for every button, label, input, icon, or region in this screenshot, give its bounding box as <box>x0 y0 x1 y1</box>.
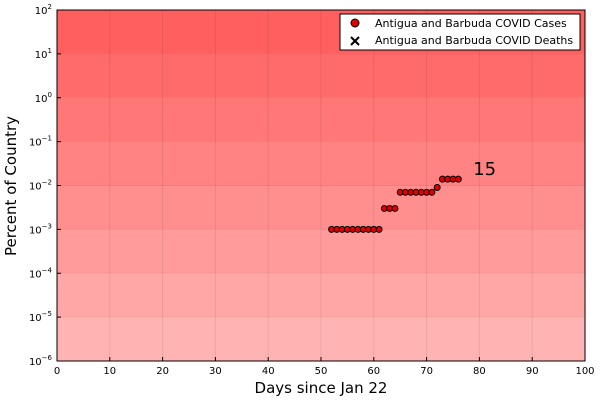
y-tick-label: 101 <box>35 47 52 61</box>
background-band <box>57 97 585 142</box>
legend-cases-marker <box>350 18 360 28</box>
legend-deaths-marker <box>350 36 360 46</box>
annotations: 15 <box>473 159 496 180</box>
background-band <box>57 185 585 230</box>
x-tick-label: 10 <box>103 366 116 377</box>
legend-cases-label: Antigua and Barbuda COVID Cases <box>375 17 567 30</box>
y-tick-label: 100 <box>35 91 52 105</box>
x-tick-label: 60 <box>367 366 380 377</box>
x-tick-label: 30 <box>209 366 222 377</box>
y-tick-label: 10−3 <box>29 222 52 236</box>
y-tick-label: 10−4 <box>29 266 53 280</box>
cases-data-point <box>454 175 462 183</box>
background-bands <box>57 10 585 361</box>
x-tick-label: 90 <box>526 366 539 377</box>
x-tick-label: 40 <box>262 366 275 377</box>
x-axis-ticks: 0 10 20 30 40 50 60 70 80 90 100 <box>54 357 595 377</box>
cases-data-point <box>375 225 383 233</box>
background-band <box>57 317 585 361</box>
data-points <box>328 175 462 233</box>
legend-box <box>339 13 581 51</box>
x-tick-label: 0 <box>54 366 60 377</box>
x-tick-label: 20 <box>156 366 169 377</box>
y-tick-label: 10−2 <box>29 179 52 193</box>
x-tick-label: 80 <box>473 366 486 377</box>
y-axis-ticks: 10−6 10−5 10−4 10−3 10−2 10−1 100 101 102 <box>29 3 61 368</box>
x-tick-label: 100 <box>575 366 594 377</box>
legend: Antigua and Barbuda COVID Cases Antigua … <box>339 13 581 51</box>
cases-data-point <box>391 204 399 212</box>
y-tick-label: 10−1 <box>29 135 52 149</box>
legend-deaths-label: Antigua and Barbuda COVID Deaths <box>375 34 573 47</box>
annotation-label: 15 <box>473 159 496 180</box>
background-band <box>57 141 585 186</box>
x-tick-label: 50 <box>315 366 328 377</box>
y-tick-label: 10−6 <box>29 354 53 368</box>
y-tick-label: 10−5 <box>29 310 52 324</box>
background-band <box>57 273 585 318</box>
cases-data-point <box>428 188 436 196</box>
y-tick-label: 102 <box>35 3 52 17</box>
background-band <box>57 53 585 98</box>
x-tick-label: 70 <box>420 366 433 377</box>
background-band <box>57 229 585 274</box>
x-axis-label: Days since Jan 22 <box>255 379 388 397</box>
cases-data-point <box>433 184 441 192</box>
y-axis-label: Percent of Country <box>2 116 20 256</box>
